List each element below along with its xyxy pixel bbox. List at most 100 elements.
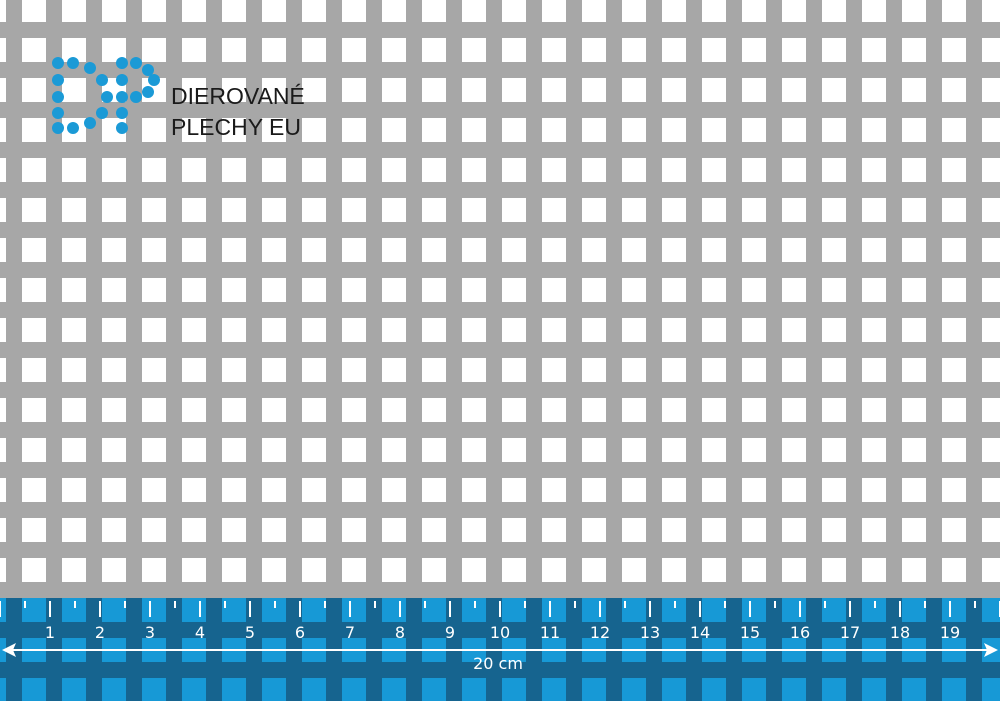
hole [182, 478, 206, 502]
brand-name-line1: DIEROVANÉ [171, 83, 305, 109]
hole [182, 358, 206, 382]
hole [982, 518, 1000, 542]
hole [422, 438, 446, 462]
hole [502, 518, 526, 542]
hole [382, 238, 406, 262]
hole [902, 438, 926, 462]
hole [182, 78, 206, 102]
hole [622, 198, 646, 222]
hole [182, 38, 206, 62]
hole [502, 478, 526, 502]
hole [942, 598, 966, 622]
hole [582, 598, 606, 622]
hole [502, 198, 526, 222]
hole [862, 398, 886, 422]
hole [222, 78, 246, 102]
hole [182, 158, 206, 182]
hole [462, 518, 486, 542]
hole [942, 278, 966, 302]
logo-dot [52, 91, 64, 103]
hole [222, 238, 246, 262]
hole [742, 0, 766, 22]
logo-dot [130, 57, 142, 69]
hole [142, 278, 166, 302]
major-tick [899, 601, 901, 617]
hole [462, 678, 486, 701]
hole [502, 318, 526, 342]
tick-label: 15 [740, 623, 760, 642]
hole [542, 118, 566, 142]
major-tick [549, 601, 551, 617]
hole [982, 198, 1000, 222]
hole [462, 158, 486, 182]
hole [582, 198, 606, 222]
hole [542, 518, 566, 542]
minor-tick [24, 601, 26, 608]
hole [422, 678, 446, 701]
hole [742, 78, 766, 102]
hole [262, 518, 286, 542]
hole [0, 278, 6, 302]
hole [462, 38, 486, 62]
major-tick [249, 601, 251, 617]
hole [142, 118, 166, 142]
hole [942, 478, 966, 502]
hole [782, 358, 806, 382]
logo-dot [84, 117, 96, 129]
hole [62, 678, 86, 701]
hole [542, 438, 566, 462]
hole [742, 558, 766, 582]
hole [582, 0, 606, 22]
minor-tick [674, 601, 676, 608]
major-tick [499, 601, 501, 617]
tick-label: 14 [690, 623, 710, 642]
hole [582, 358, 606, 382]
hole [942, 198, 966, 222]
hole [262, 38, 286, 62]
hole [0, 118, 6, 142]
hole [622, 78, 646, 102]
hole [942, 678, 966, 701]
hole [862, 278, 886, 302]
hole [662, 78, 686, 102]
hole [262, 0, 286, 22]
hole [702, 478, 726, 502]
hole [662, 0, 686, 22]
hole [0, 318, 6, 342]
hole [222, 278, 246, 302]
tick-label: 3 [145, 623, 155, 642]
hole [822, 318, 846, 342]
hole [222, 438, 246, 462]
hole [662, 38, 686, 62]
hole [302, 158, 326, 182]
hole [982, 118, 1000, 142]
minor-tick [524, 601, 526, 608]
hole [22, 38, 46, 62]
hole [302, 358, 326, 382]
hole [582, 78, 606, 102]
hole [382, 78, 406, 102]
hole [182, 558, 206, 582]
hole [502, 678, 526, 701]
major-tick [799, 601, 801, 617]
hole [182, 198, 206, 222]
hole [622, 478, 646, 502]
hole [302, 318, 326, 342]
hole [182, 0, 206, 22]
hole [702, 438, 726, 462]
hole [742, 438, 766, 462]
hole [902, 198, 926, 222]
hole [22, 438, 46, 462]
tick-label: 4 [195, 623, 205, 642]
hole [382, 278, 406, 302]
logo-dot [96, 74, 108, 86]
minor-tick [424, 601, 426, 608]
hole [982, 0, 1000, 22]
hole [542, 318, 566, 342]
hole [742, 598, 766, 622]
hole [262, 358, 286, 382]
hole [582, 678, 606, 701]
hole [0, 0, 6, 22]
hole [102, 438, 126, 462]
